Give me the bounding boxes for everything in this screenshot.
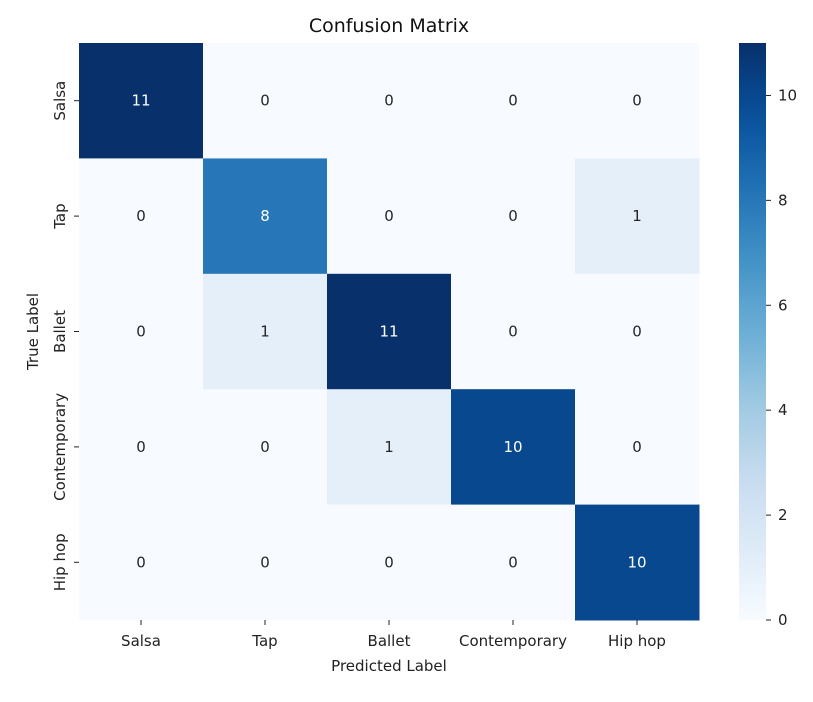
colorbar-gradient: [739, 43, 766, 620]
x-tick-label: Hip hop: [608, 632, 666, 650]
heatmap-cell: [327, 158, 452, 275]
heatmap-cell: [203, 158, 328, 275]
cell-value-label: 0: [260, 92, 270, 110]
heatmap-cell: [203, 389, 328, 506]
cell-value-label: 0: [136, 438, 146, 456]
cell-value-label: 11: [379, 323, 398, 341]
colorbar-tick-label: 2: [778, 506, 788, 524]
colorbar: 0 2 4 6 8 10: [739, 43, 797, 629]
heatmap-cell: [451, 43, 576, 159]
heatmap-cell: [327, 504, 452, 621]
cell-value-label: 0: [384, 553, 394, 571]
cell-value-label: 0: [508, 92, 518, 110]
cell-value-label: 8: [260, 207, 270, 225]
cell-value-label: 0: [632, 323, 642, 341]
x-tick-label: Contemporary: [459, 632, 567, 650]
cell-value-label: 0: [384, 207, 394, 225]
cell-value-label: 0: [632, 438, 642, 456]
cell-value-label: 0: [508, 207, 518, 225]
heatmap-cell: [203, 273, 328, 390]
colorbar-tick-label: 4: [778, 401, 788, 419]
heatmap-cell: [79, 504, 204, 621]
heatmap-cell: [575, 389, 700, 506]
colorbar-tick-label: 0: [778, 611, 788, 629]
cell-value-label: 1: [384, 438, 394, 456]
y-tick-label: Ballet: [51, 310, 69, 353]
y-tick-label: Salsa: [51, 81, 69, 121]
heatmap-cell: [575, 504, 700, 621]
cell-value-label: 0: [136, 207, 146, 225]
chart-title: Confusion Matrix: [309, 15, 469, 37]
heatmap-cell: [451, 389, 576, 506]
y-axis-ticks: Salsa Tap Ballet Contemporary Hip hop: [51, 81, 79, 591]
cell-value-label: 1: [632, 207, 642, 225]
cell-value-label: 10: [503, 438, 522, 456]
cell-value-label: 1: [260, 323, 270, 341]
heatmap-cell: [203, 43, 328, 159]
heatmap-cell: [575, 158, 700, 275]
cell-value-label: 11: [131, 92, 150, 110]
colorbar-tick-label: 10: [778, 86, 797, 104]
heatmap-cells: 11 0 0 0 00 8 0 0 10 1 11 0 00 0 1 10 00 0 0 0 10: [79, 43, 700, 621]
y-tick-label: Hip hop: [51, 533, 69, 591]
cell-value-label: 0: [384, 92, 394, 110]
colorbar-tick-label: 6: [778, 296, 788, 314]
x-tick-label: Tap: [251, 632, 277, 650]
cell-value-label: 0: [508, 323, 518, 341]
y-axis-label: True Label: [24, 293, 42, 371]
y-tick-label: Contemporary: [51, 393, 69, 501]
heatmap-cell: [327, 43, 452, 159]
heatmap-cell: [79, 389, 204, 506]
x-tick-label: Ballet: [368, 632, 411, 650]
heatmap-cell: [575, 43, 700, 159]
cell-value-label: 0: [260, 438, 270, 456]
cell-value-label: 0: [260, 553, 270, 571]
cell-value-label: 0: [136, 323, 146, 341]
colorbar-tick-label: 8: [778, 191, 788, 209]
heatmap-cell: [79, 43, 204, 159]
cell-value-label: 0: [508, 553, 518, 571]
heatmap-cell: [203, 504, 328, 621]
heatmap-cell: [327, 273, 452, 390]
y-tick-label: Tap: [51, 203, 69, 229]
heatmap-cell: [79, 273, 204, 390]
x-axis-label: Predicted Label: [331, 657, 447, 675]
heatmap-cell: [79, 158, 204, 275]
x-tick-label: Salsa: [121, 632, 161, 650]
cell-value-label: 0: [632, 92, 642, 110]
heatmap-cell: [451, 273, 576, 390]
cell-value-label: 0: [136, 553, 146, 571]
cell-value-label: 10: [627, 553, 646, 571]
heatmap-cell: [575, 273, 700, 390]
heatmap-cell: [451, 504, 576, 621]
x-axis-ticks: Salsa Tap Ballet Contemporary Hip hop: [121, 620, 666, 650]
heatmap-cell: [327, 389, 452, 506]
heatmap-cell: [451, 158, 576, 275]
